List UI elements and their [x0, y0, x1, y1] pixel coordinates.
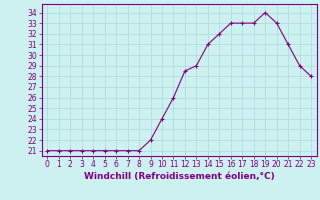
- X-axis label: Windchill (Refroidissement éolien,°C): Windchill (Refroidissement éolien,°C): [84, 172, 275, 181]
